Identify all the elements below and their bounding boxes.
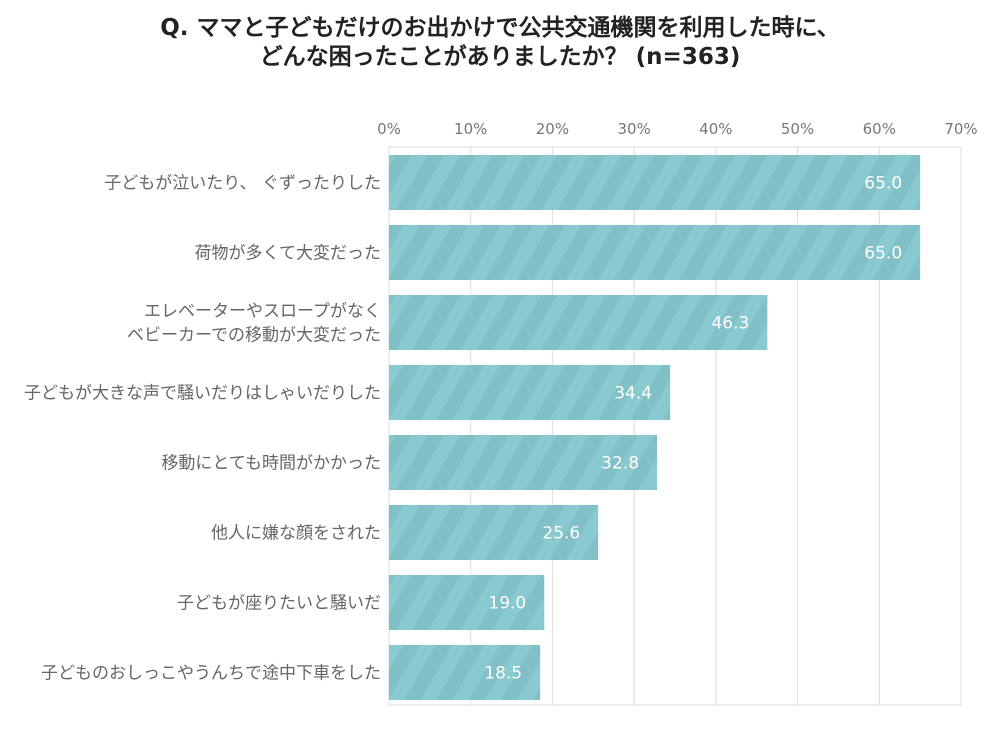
- bar: [389, 505, 599, 560]
- x-tick-label: 10%: [454, 120, 487, 138]
- data-label: 18.5: [484, 664, 522, 684]
- x-tick-label: 40%: [699, 120, 732, 138]
- x-tick-label: 20%: [536, 120, 569, 138]
- bar: [389, 365, 671, 420]
- category-label: 他人に嫌な顔をされた: [211, 524, 381, 544]
- x-tick-label: 60%: [863, 120, 896, 138]
- category-label: ベビーカーでの移動が大変だった: [127, 326, 381, 346]
- data-label: 32.8: [601, 454, 639, 474]
- data-label: 25.6: [542, 524, 580, 544]
- x-tick-label: 50%: [781, 120, 814, 138]
- category-label: 子どもが泣いたり、 ぐずったりした: [104, 174, 381, 194]
- data-label: 34.4: [614, 384, 652, 404]
- category-label: 子どものおしっこやうんちで途中下車をした: [41, 664, 381, 684]
- bar: [389, 225, 921, 280]
- category-label: 子どもが大きな声で騒いだりはしゃいだりした: [24, 384, 381, 404]
- x-tick-label: 0%: [377, 120, 401, 138]
- category-label: 荷物が多くて大変だった: [195, 244, 382, 264]
- category-label: 子どもが座りたいと騒いだ: [177, 594, 381, 614]
- data-label: 65.0: [864, 244, 902, 264]
- data-label: 19.0: [488, 594, 526, 614]
- bar: [389, 435, 658, 490]
- bar: [389, 575, 545, 630]
- category-label: 移動にとても時間がかかった: [161, 454, 381, 474]
- chart-title-line-2: どんな困ったことがありましたか？ (n=363): [259, 44, 741, 70]
- bar: [389, 155, 921, 210]
- data-label: 46.3: [711, 314, 749, 334]
- chart-title: Q. ママと子どもだけのお出かけで公共交通機関を利用した時に、 どんな困ったこと…: [0, 14, 1000, 72]
- x-tick-label: 30%: [617, 120, 650, 138]
- chart-title-line-1: Q. ママと子どもだけのお出かけで公共交通機関を利用した時に、: [160, 15, 840, 41]
- bar: [389, 295, 768, 350]
- bar: [389, 645, 541, 700]
- x-tick-label: 70%: [944, 120, 977, 138]
- data-label: 65.0: [864, 174, 902, 194]
- category-label: エレベーターやスロープがなく: [144, 302, 381, 322]
